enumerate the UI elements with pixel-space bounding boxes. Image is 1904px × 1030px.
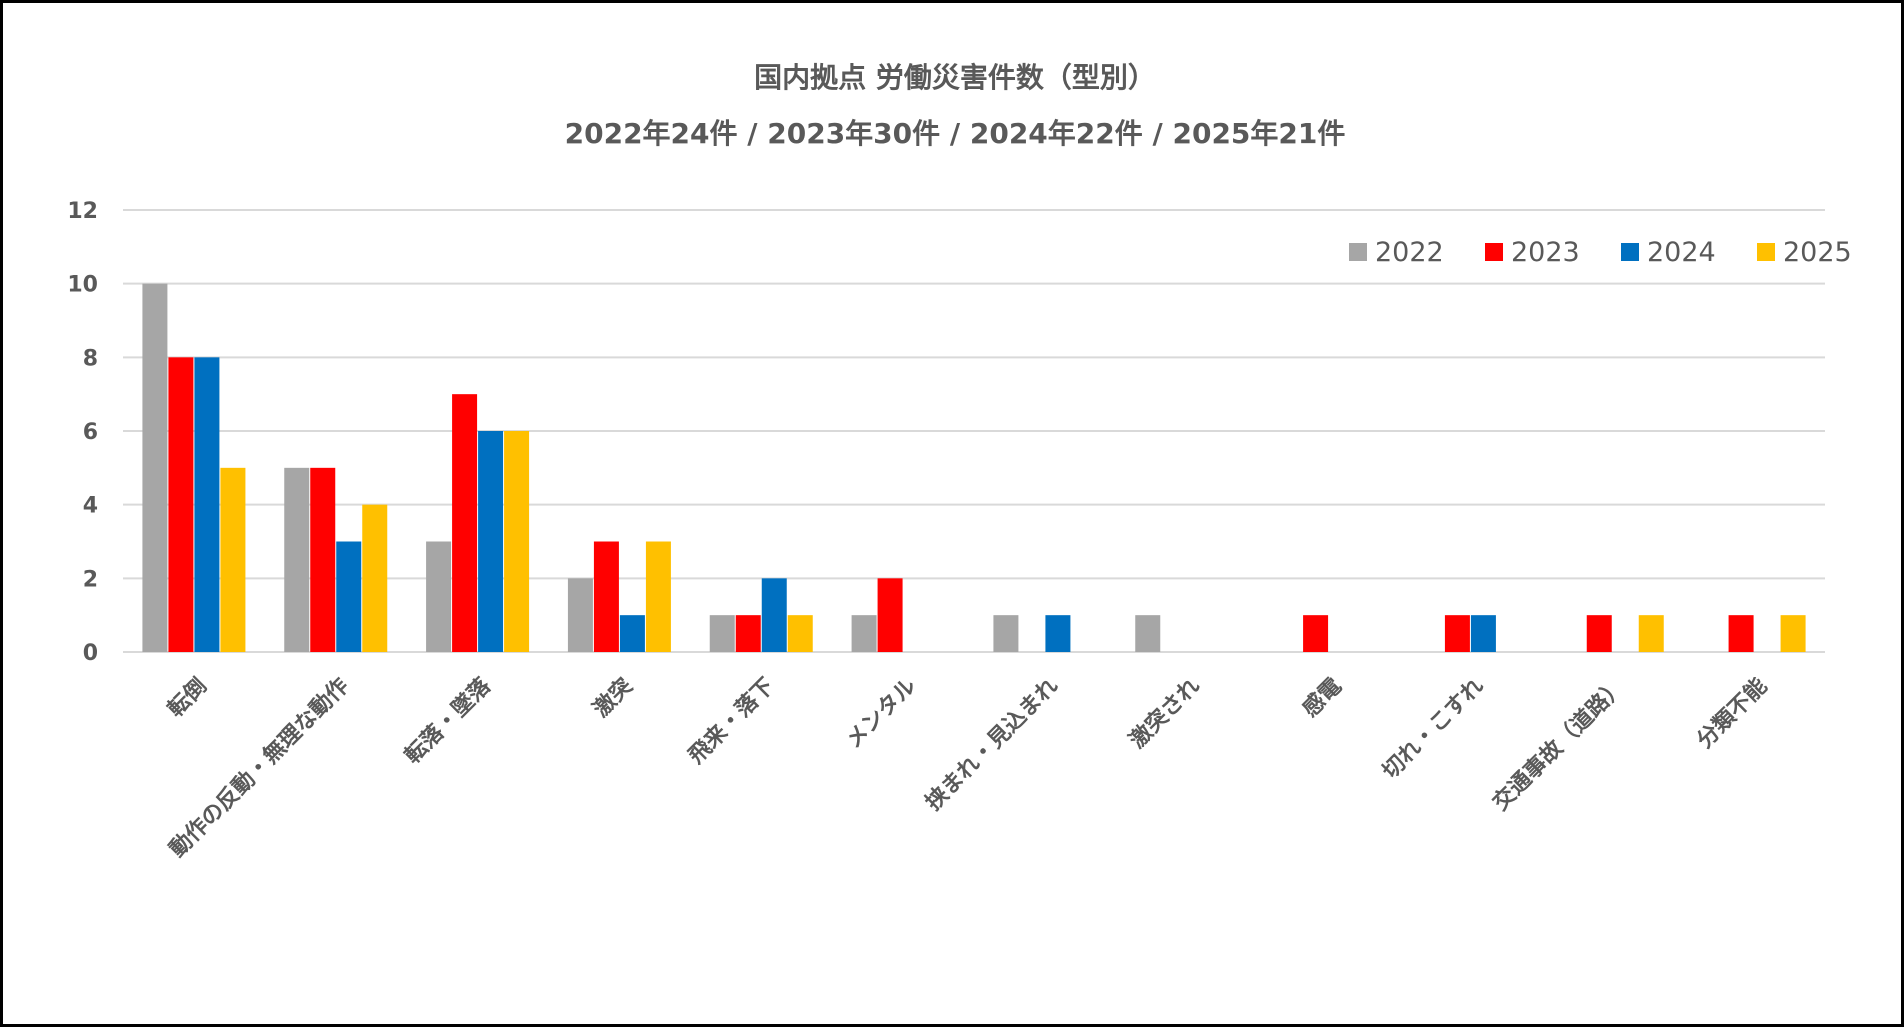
- y-tick-label: 0: [83, 641, 98, 666]
- y-tick-label: 8: [83, 346, 98, 371]
- bar-2025-2: [504, 431, 530, 652]
- bar-2022-1: [284, 467, 310, 652]
- chart-title: 国内拠点 労働災害件数（型別）: [754, 61, 1156, 94]
- bar-2024-1: [336, 541, 362, 652]
- bar-2022-6: [993, 615, 1019, 652]
- x-tick-label: 激突され: [1124, 673, 1205, 754]
- y-tick-label: 2: [83, 567, 98, 592]
- bar-2022-7: [1135, 615, 1161, 652]
- x-tick-label: 転倒: [163, 673, 213, 723]
- bar-2022-5: [851, 615, 877, 652]
- chart-subtitle: 2022年24件 / 2023年30件 / 2024年22件 / 2025年21…: [565, 117, 1346, 150]
- bar-2024-6: [1045, 615, 1071, 652]
- bar-2022-2: [426, 541, 452, 652]
- bar-2023-8: [1303, 615, 1329, 652]
- bar-2022-4: [709, 615, 735, 652]
- gridlines: [123, 209, 1825, 653]
- legend: 2022 2023 2024 2025: [1349, 237, 1852, 268]
- bar-chart: 国内拠点 労働災害件数（型別） 2022年24件 / 2023年30件 / 20…: [67, 61, 1852, 862]
- x-tick-label: 感電: [1297, 673, 1347, 723]
- bar-2023-4: [735, 615, 761, 652]
- x-tick-label: メンタル: [841, 674, 921, 754]
- legend-label-2022: 2022: [1375, 237, 1444, 268]
- bar-2025-4: [787, 615, 813, 652]
- legend-swatch-2022: [1349, 243, 1367, 261]
- bar-2025-10: [1638, 615, 1664, 652]
- bar-2025-0: [220, 467, 246, 652]
- x-tick-label: 激突: [588, 673, 638, 723]
- bar-2023-0: [168, 357, 194, 652]
- bar-2025-11: [1780, 615, 1806, 652]
- bar-2023-3: [593, 541, 619, 652]
- bar-2024-9: [1470, 615, 1496, 652]
- bar-2023-5: [877, 578, 903, 652]
- bar-2022-3: [567, 578, 593, 652]
- legend-swatch-2025: [1757, 243, 1775, 261]
- legend-swatch-2023: [1485, 243, 1503, 261]
- bar-2024-0: [194, 357, 220, 652]
- bar-2024-2: [478, 431, 504, 652]
- x-tick-label: 挟まれ・見込まれ: [921, 674, 1063, 816]
- bar-2025-1: [362, 504, 388, 652]
- y-axis-ticks: 0 2 4 6 8 10 12: [67, 199, 98, 666]
- x-tick-label: 転落・墜落: [400, 672, 497, 769]
- x-tick-label: 切れ・こすれ: [1378, 674, 1489, 785]
- x-tick-label: 飛来・落下: [684, 674, 779, 769]
- y-tick-label: 10: [67, 273, 98, 298]
- legend-swatch-2024: [1621, 243, 1639, 261]
- y-tick-label: 4: [83, 494, 98, 519]
- bar-2023-11: [1728, 615, 1754, 652]
- legend-label-2025: 2025: [1783, 237, 1852, 268]
- bar-2022-0: [142, 283, 168, 652]
- legend-label-2023: 2023: [1511, 237, 1580, 268]
- y-tick-label: 12: [67, 199, 98, 224]
- bar-2025-3: [645, 541, 671, 652]
- bar-2023-1: [310, 467, 336, 652]
- bar-2023-2: [452, 394, 478, 652]
- legend-label-2024: 2024: [1647, 237, 1716, 268]
- x-tick-label: 交通事故（道路）: [1488, 673, 1631, 816]
- x-tick-label: 分類不能: [1692, 673, 1773, 754]
- bar-2024-4: [761, 578, 787, 652]
- bar-2023-9: [1444, 615, 1470, 652]
- bar-2024-3: [619, 615, 645, 652]
- bars: [142, 283, 1806, 652]
- bar-2023-10: [1586, 615, 1612, 652]
- y-tick-label: 6: [83, 420, 98, 445]
